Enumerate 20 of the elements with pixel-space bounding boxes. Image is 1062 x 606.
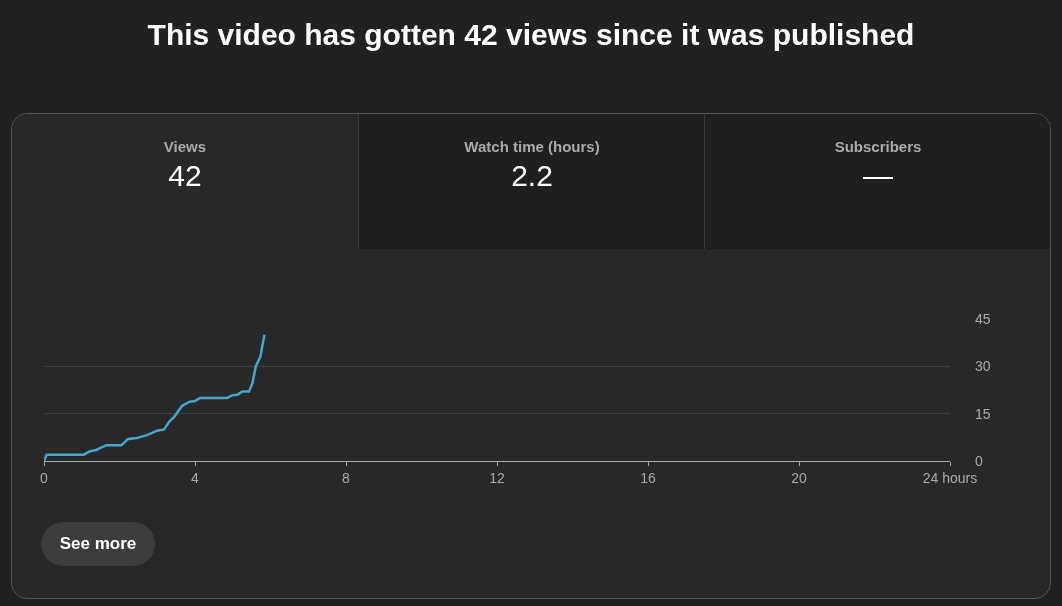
x-tick-label: 24 hours [922,469,978,486]
x-tick-label: 16 [640,469,656,486]
x-tick-label: 12 [489,469,505,486]
line-series [44,333,266,461]
chart-title: This video has gotten 42 views since it was published [146,18,916,52]
text: Watch time (hours) [463,138,601,155]
text: — [862,159,894,193]
text: 2.2 [510,159,554,193]
text: 42 [167,159,203,193]
text: Subscribers [833,138,923,155]
y-tick-label: 30 [975,358,991,375]
x-tick-label: 8 [342,469,351,486]
x-tick-label: 0 [40,469,49,486]
x-tick-label: 20 [791,469,807,486]
y-tick-label: 45 [975,310,991,327]
x-tick-label: 4 [191,469,200,486]
y-tick-label: 15 [975,405,991,422]
text: Views [162,138,208,155]
see-more-button[interactable]: See more [41,522,155,566]
y-tick-label: 0 [975,452,983,469]
